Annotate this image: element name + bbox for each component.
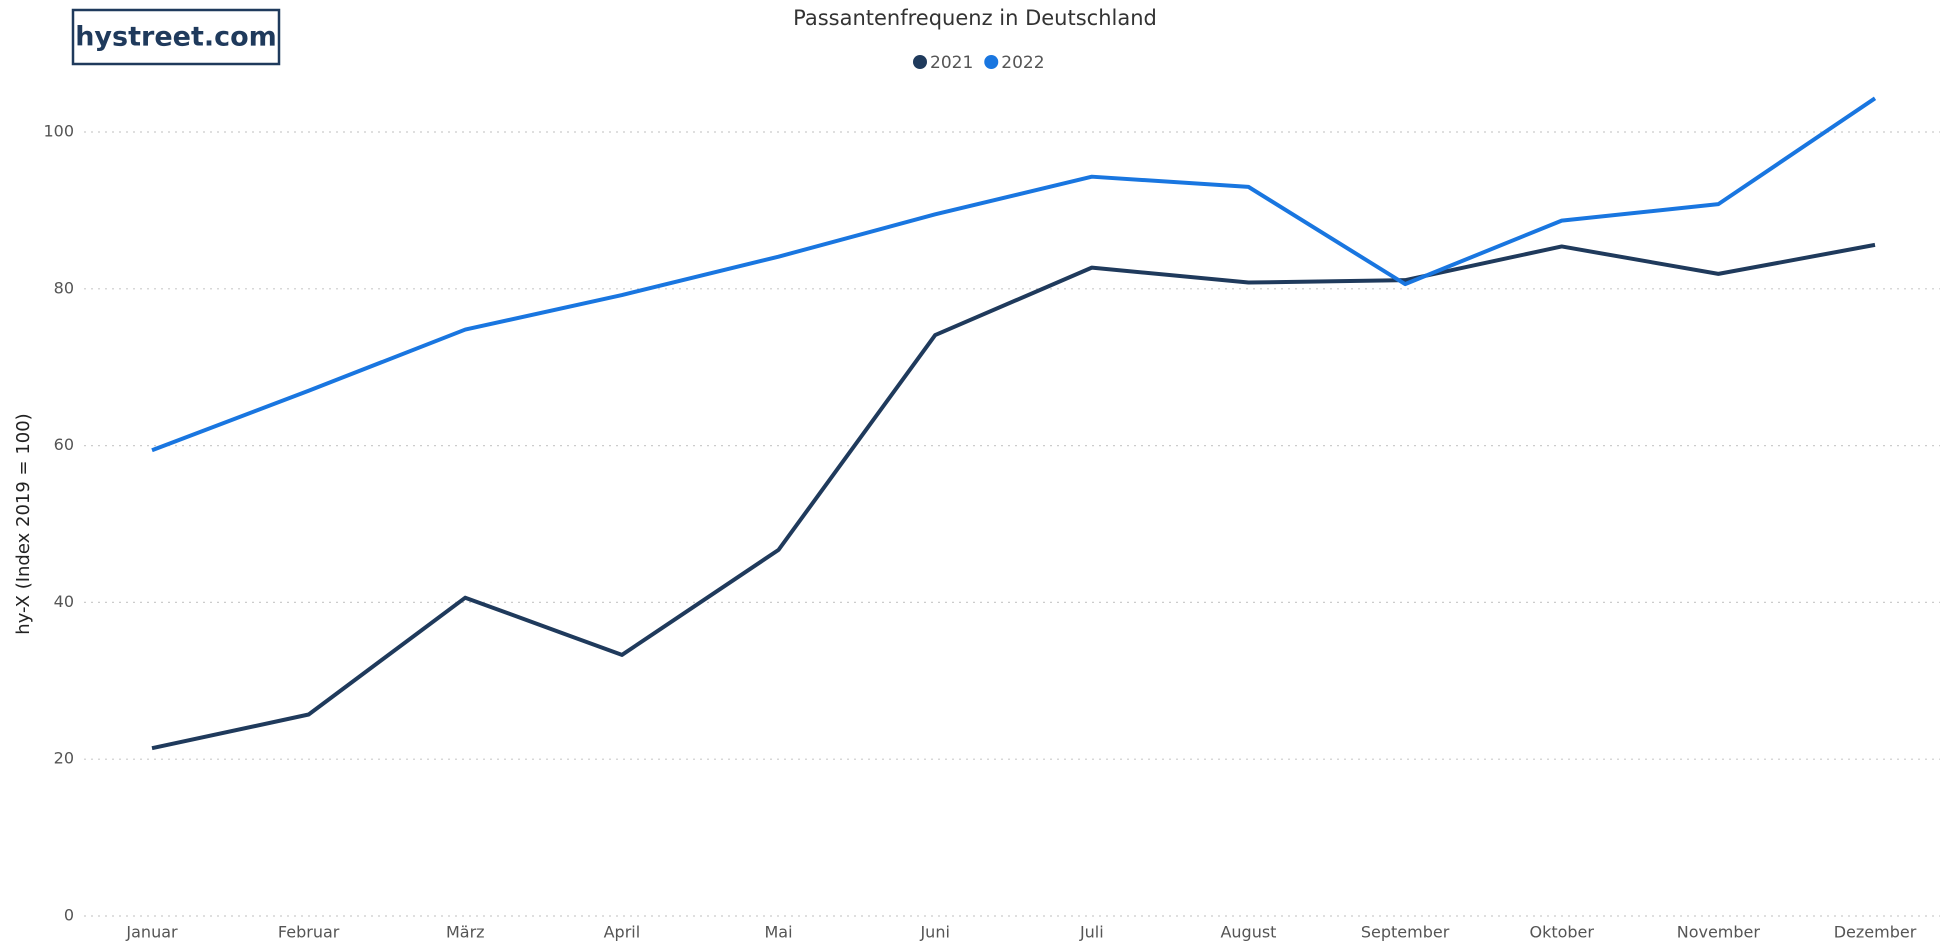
- y-tick-label: 40: [54, 592, 74, 611]
- chart-title: Passantenfrequenz in Deutschland: [793, 6, 1157, 30]
- x-tick-label: September: [1361, 923, 1450, 942]
- line-series: [151, 242, 1876, 751]
- legend-label: 2022: [1001, 53, 1044, 73]
- y-tick-label: 20: [54, 749, 74, 768]
- y-tick-label: 0: [64, 906, 74, 925]
- x-tick-label: März: [446, 923, 485, 942]
- x-tick-label: November: [1677, 923, 1761, 942]
- x-tick-label: Juli: [1079, 923, 1104, 942]
- x-tick-label: August: [1220, 923, 1276, 942]
- legend-marker: [913, 55, 927, 69]
- x-tick-label: Dezember: [1834, 923, 1917, 942]
- logo: hystreet.com: [75, 22, 277, 53]
- x-tick-label: Mai: [765, 923, 793, 942]
- x-tick-label: Oktober: [1529, 923, 1594, 942]
- x-tick-label: Juni: [919, 923, 949, 942]
- legend-marker: [984, 55, 999, 69]
- line-series: [151, 96, 1877, 453]
- x-tick-label: Februar: [278, 923, 340, 942]
- y-tick-label: 100: [43, 122, 74, 141]
- logo-box: [71, 8, 281, 66]
- y-tick-label: 80: [54, 278, 74, 297]
- legend-label: 2021: [930, 53, 973, 73]
- y-tick-label: 60: [54, 435, 74, 454]
- x-tick-label: April: [604, 923, 641, 942]
- y-axis-label: hy-X (Index 2019 = 100): [13, 413, 34, 634]
- x-tick-label: Januar: [125, 923, 178, 942]
